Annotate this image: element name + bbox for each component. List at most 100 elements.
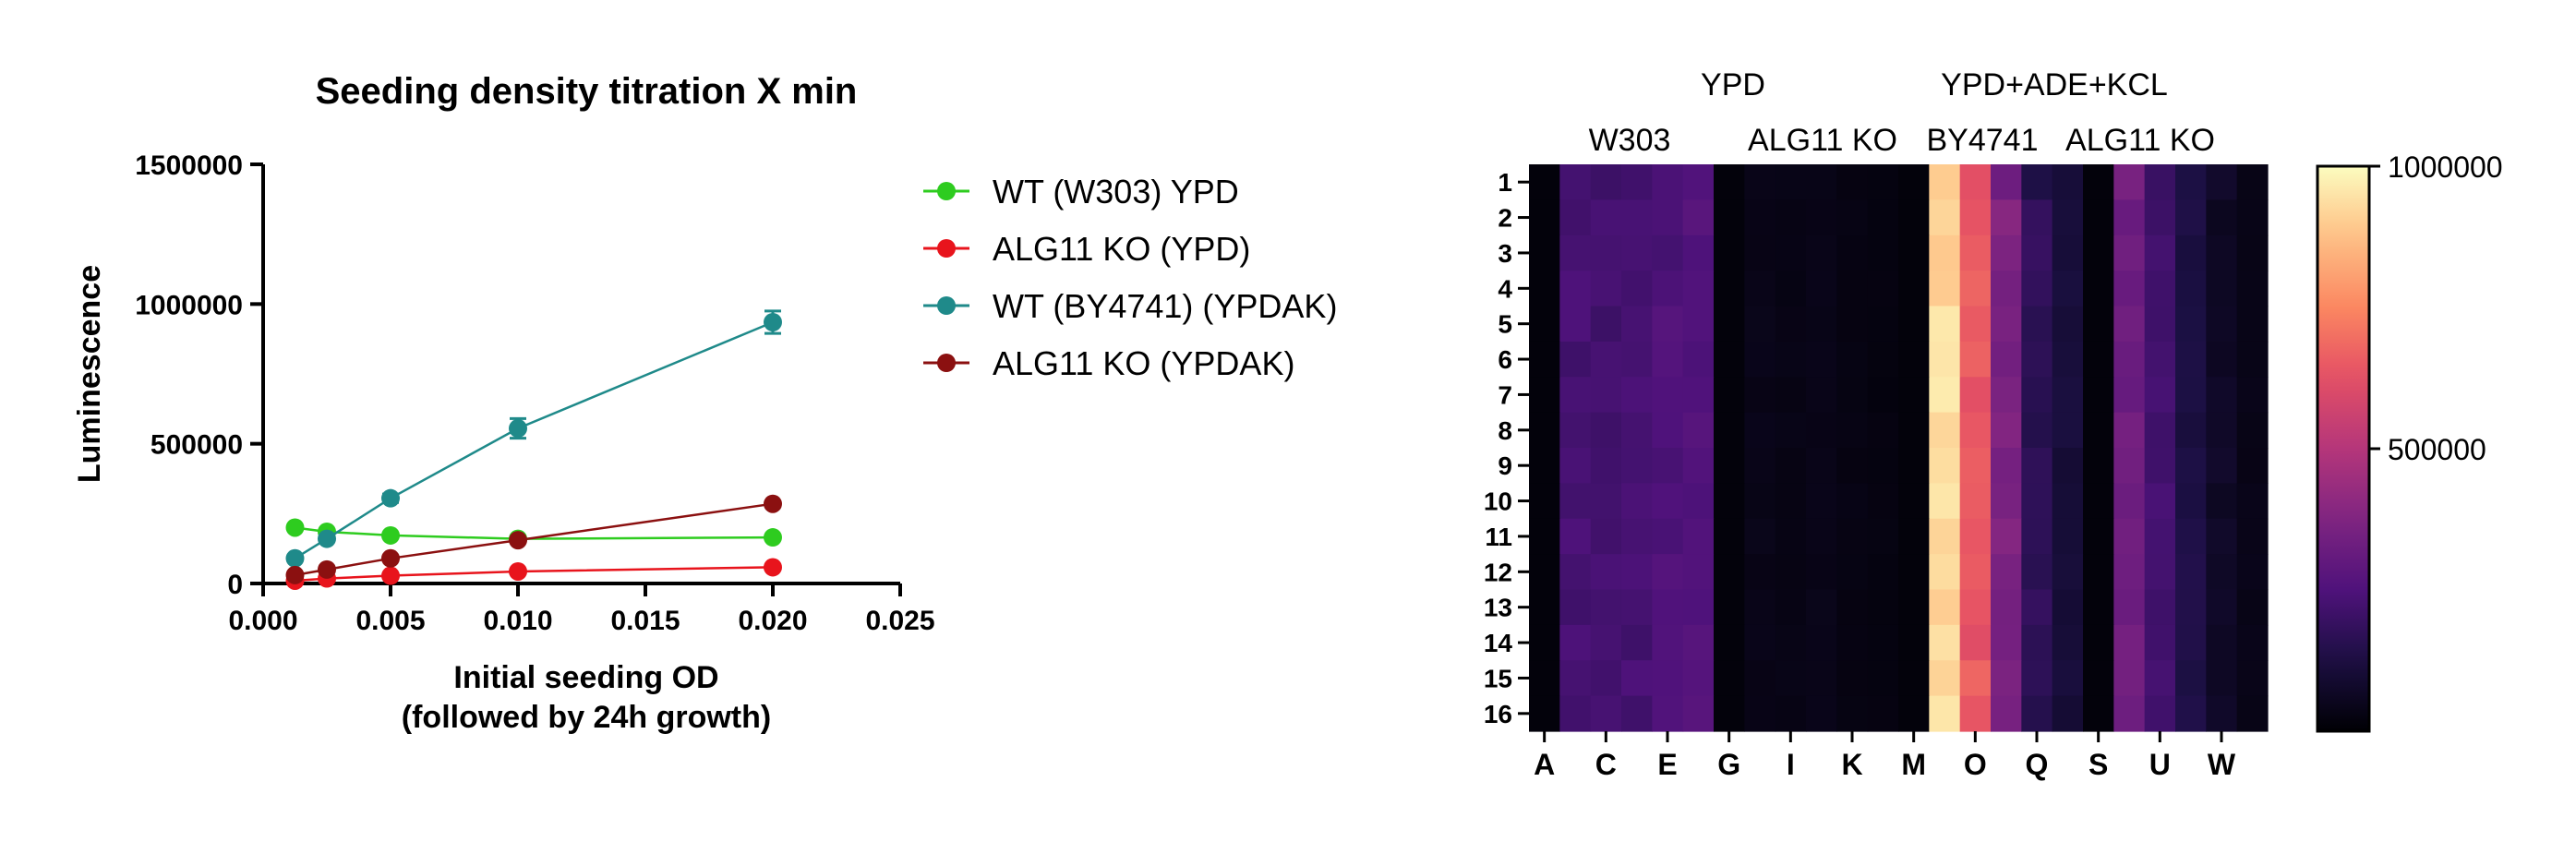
heatmap-cell <box>1682 377 1715 414</box>
heatmap-cell <box>2206 695 2238 732</box>
heatmap-cell <box>1991 164 2022 200</box>
heatmap-cell <box>1559 164 1592 200</box>
heatmap-cell <box>2083 554 2114 591</box>
heatmap-cell <box>2175 235 2207 271</box>
heatmap-cell <box>1529 518 1560 555</box>
data-point <box>764 558 782 577</box>
heatmap-cell <box>1929 589 1961 626</box>
heatmap-cell <box>1744 448 1776 484</box>
heatmap-cell <box>1959 448 1992 484</box>
heatmap-cell <box>2113 448 2146 484</box>
heatmap-cell <box>1959 164 1992 200</box>
heatmap-cell <box>2052 341 2084 378</box>
heatmap-cell <box>1590 695 1622 732</box>
heatmap-cell <box>2021 235 2053 271</box>
heatmap-cell <box>1559 377 1592 414</box>
column-label: K <box>1841 748 1862 781</box>
heatmap-cell <box>2052 164 2084 200</box>
heatmap-cell <box>1590 199 1622 236</box>
heatmap-cell <box>1529 448 1560 484</box>
column-label: S <box>2088 748 2108 781</box>
heatmap-cell <box>2175 695 2207 732</box>
heatmap-cell <box>1991 518 2022 555</box>
heatmap-cell <box>1929 306 1961 343</box>
heatmap-cell <box>1621 271 1653 307</box>
heatmap-cell <box>1806 306 1837 343</box>
heatmap-cell <box>1559 554 1592 591</box>
heatmap-cell <box>1775 518 1807 555</box>
heatmap-cell <box>2175 164 2207 200</box>
heatmap-cell <box>1652 306 1684 343</box>
heatmap-cell <box>1991 341 2022 378</box>
heatmap-cell <box>1652 483 1684 520</box>
heatmap-cell <box>2236 271 2269 307</box>
heatmap-cell <box>2052 412 2084 449</box>
heatmap-cell <box>1559 341 1592 378</box>
heatmap-cell <box>1652 271 1684 307</box>
heatmap-cell <box>1682 518 1715 555</box>
legend-label: ALG11 KO (YPD) <box>993 230 1250 268</box>
heatmap-cell <box>1898 624 1930 661</box>
heatmap-cell <box>1806 518 1837 555</box>
heatmap-cell <box>1559 235 1592 271</box>
heatmap-cell <box>1529 483 1560 520</box>
heatmap-cell <box>1714 483 1745 520</box>
heatmap-cell <box>2021 483 2053 520</box>
heatmap-cell <box>1621 199 1653 236</box>
heatmap-cell <box>1682 660 1715 697</box>
heatmap-cell <box>1529 412 1560 449</box>
heatmap-cell <box>1836 695 1869 732</box>
heatmap-cell <box>2083 589 2114 626</box>
heatmap-cell <box>1898 412 1930 449</box>
heatmap-cell <box>2083 483 2114 520</box>
heatmap-cell <box>2052 235 2084 271</box>
line-chart-legend: WT (W303) YPD ALG11 KO (YPD) WT (BY4741) (… <box>923 173 1337 382</box>
heatmap-cell <box>1529 624 1560 661</box>
heatmap-cell <box>1744 199 1776 236</box>
data-point <box>285 565 305 584</box>
heatmap-cell <box>1682 199 1715 236</box>
heatmap-cell <box>2175 554 2207 591</box>
heatmap-cell <box>2206 448 2238 484</box>
heatmap-cell <box>1590 483 1622 520</box>
heatmap-cell <box>2206 483 2238 520</box>
heatmap-cell <box>1682 589 1715 626</box>
heatmap-cell <box>1621 483 1653 520</box>
data-point <box>764 313 782 332</box>
data-point <box>381 488 400 508</box>
heatmap-cell <box>2052 695 2084 732</box>
data-point <box>509 419 527 439</box>
column-label: W <box>2208 748 2236 781</box>
heatmap-cell <box>1652 377 1684 414</box>
heatmap-cell <box>1744 624 1776 661</box>
heatmap-cell <box>1621 306 1653 343</box>
heatmap-cell <box>1806 660 1837 697</box>
heatmap-cell <box>1929 412 1961 449</box>
heatmap-cell <box>2144 235 2176 271</box>
heatmap-cell <box>1652 589 1684 626</box>
heatmap-cell <box>2113 271 2146 307</box>
heatmap-cell <box>2236 660 2269 697</box>
heatmap-cell <box>2206 554 2238 591</box>
heatmap-cell <box>1836 164 1869 200</box>
heatmap-cell <box>1867 660 1899 697</box>
heatmap-cell <box>1714 624 1745 661</box>
heatmap-cell <box>2206 377 2238 414</box>
heatmap-cell <box>2113 306 2146 343</box>
heatmap-cell <box>2144 695 2176 732</box>
heatmap-cell <box>1867 306 1899 343</box>
heatmap-cell <box>1867 271 1899 307</box>
heatmap-cell <box>2021 377 2053 414</box>
heatmap-cell <box>1775 448 1807 484</box>
heatmap-cell <box>1682 271 1715 307</box>
heatmap-cell <box>1590 554 1622 591</box>
heatmap-cell <box>2083 377 2114 414</box>
heatmap-cell <box>1714 235 1745 271</box>
data-point <box>318 529 336 548</box>
heatmap-cell <box>1590 271 1622 307</box>
heatmap-cell <box>1621 554 1653 591</box>
heatmap-cell <box>2052 554 2084 591</box>
heatmap-cell <box>1714 412 1745 449</box>
heatmap-cell <box>1744 660 1776 697</box>
heatmap-cell <box>1867 199 1899 236</box>
